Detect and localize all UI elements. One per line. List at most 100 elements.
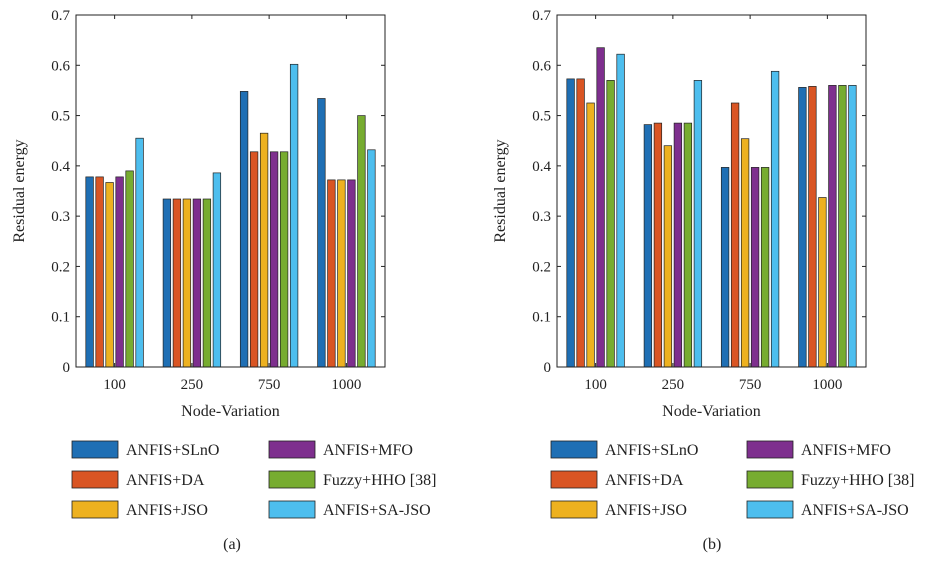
bar: [347, 179, 356, 368]
x-tick-label: 100: [584, 377, 607, 393]
bar: [838, 85, 847, 368]
y-tick-label: 0: [63, 360, 71, 376]
bar: [848, 85, 857, 368]
y-tick-label: 0.2: [51, 259, 70, 275]
legend-label: ANFIS+SLnO: [605, 442, 698, 459]
legend-label: ANFIS+DA: [126, 472, 205, 489]
bar: [357, 115, 366, 368]
bar: [135, 137, 144, 368]
y-tick-label: 0.5: [532, 109, 551, 125]
x-axis-label: Node-Variation: [662, 403, 761, 420]
y-tick-label: 0.2: [532, 259, 551, 275]
bar: [740, 138, 750, 368]
y-tick-label: 0.7: [532, 8, 551, 24]
legend-label: ANFIS+MFO: [323, 442, 413, 459]
chart-panel-a: 0 0.1 0.2 0.3 0.4 0.5 0.6 0.7 100 250 750 1000 Node-…: [11, 8, 436, 553]
bar: [249, 151, 259, 368]
legend: ANFIS+SLnO ANFIS+DA ANFIS+JSO ANFIS+MFO Fuzz…: [71, 440, 436, 519]
y-tick-label: 0.6: [51, 58, 70, 74]
legend-swatch: [71, 440, 119, 459]
y-tick-label: 0.3: [532, 209, 551, 225]
bar: [566, 78, 575, 368]
legend-label: ANFIS+JSO: [126, 502, 208, 519]
legend-swatch: [550, 440, 598, 459]
bar: [317, 98, 326, 368]
x-tick-label: 100: [103, 377, 126, 393]
bar: [162, 198, 172, 368]
y-axis-label: Residual energy: [11, 139, 28, 242]
legend: ANFIS+SLnO ANFIS+DA ANFIS+JSO ANFIS+MFO Fuzz…: [550, 440, 914, 519]
x-axis-label: Node-Variation: [181, 403, 280, 420]
bar: [730, 102, 740, 368]
bar: [182, 198, 192, 368]
legend-swatch: [746, 440, 794, 459]
bar: [115, 176, 124, 368]
legend-label: Fuzzy+HHO [38]: [323, 472, 436, 489]
x-tick-label: 1000: [812, 377, 842, 393]
bar: [192, 198, 202, 368]
bar: [289, 63, 299, 368]
bar: [172, 198, 182, 368]
y-tick-label: 0.5: [51, 109, 70, 125]
y-tick-label: 0.7: [51, 8, 70, 24]
chart-panel-b: 0 0.1 0.2 0.3 0.4 0.5 0.6 0.7 100 250 750 1000 Node-…: [492, 8, 914, 553]
bar: [663, 145, 673, 368]
bar: [653, 122, 663, 368]
y-axis-label: Residual energy: [492, 139, 509, 242]
legend-label: ANFIS+SA-JSO: [801, 502, 909, 519]
y-tick-label: 0.1: [51, 310, 70, 326]
x-tick-label: 750: [258, 377, 281, 393]
panel-label: (b): [703, 536, 722, 553]
bar: [337, 179, 346, 368]
legend-swatch: [746, 470, 794, 489]
bar: [643, 124, 653, 368]
y-tick-label: 0: [544, 360, 552, 376]
legend-swatch: [71, 470, 119, 489]
legend-swatch: [550, 500, 598, 519]
x-tick-label: 1000: [331, 377, 361, 393]
bar: [95, 176, 104, 368]
plot-area-frame: [75, 14, 386, 368]
bar: [760, 167, 770, 368]
bar: [269, 151, 279, 368]
bar: [576, 78, 585, 368]
bar: [125, 170, 134, 368]
legend-swatch: [268, 500, 316, 519]
legend-label: ANFIS+DA: [605, 472, 684, 489]
legend-label: ANFIS+SA-JSO: [323, 502, 431, 519]
legend-label: ANFIS+SLnO: [126, 442, 219, 459]
bar: [693, 80, 703, 368]
bar: [720, 167, 730, 368]
legend-swatch: [71, 500, 119, 519]
bar: [259, 132, 269, 368]
x-tick-label: 250: [662, 377, 685, 393]
bar: [673, 122, 683, 368]
y-tick-label: 0.4: [51, 159, 70, 175]
bar: [85, 176, 94, 368]
y-tick-label: 0.4: [532, 159, 551, 175]
plot-area-frame: [556, 14, 867, 368]
legend-swatch: [268, 440, 316, 459]
bar: [828, 85, 837, 368]
y-tick-label: 0.3: [51, 209, 70, 225]
x-tick-label: 750: [739, 377, 762, 393]
legend-swatch: [746, 500, 794, 519]
bar: [212, 172, 222, 368]
y-tick-label: 0.6: [532, 58, 551, 74]
bar: [105, 182, 114, 368]
legend-label: ANFIS+MFO: [801, 442, 891, 459]
legend-swatch: [550, 470, 598, 489]
bar: [327, 179, 336, 368]
bar: [818, 197, 827, 368]
bar: [606, 80, 615, 368]
bar: [616, 53, 625, 368]
legend-swatch: [268, 470, 316, 489]
bar: [750, 167, 760, 368]
bar: [798, 87, 807, 368]
legend-label: ANFIS+JSO: [605, 502, 687, 519]
bar: [586, 102, 595, 368]
bar: [202, 198, 212, 368]
bar: [596, 47, 605, 368]
legend-label: Fuzzy+HHO [38]: [801, 472, 914, 489]
